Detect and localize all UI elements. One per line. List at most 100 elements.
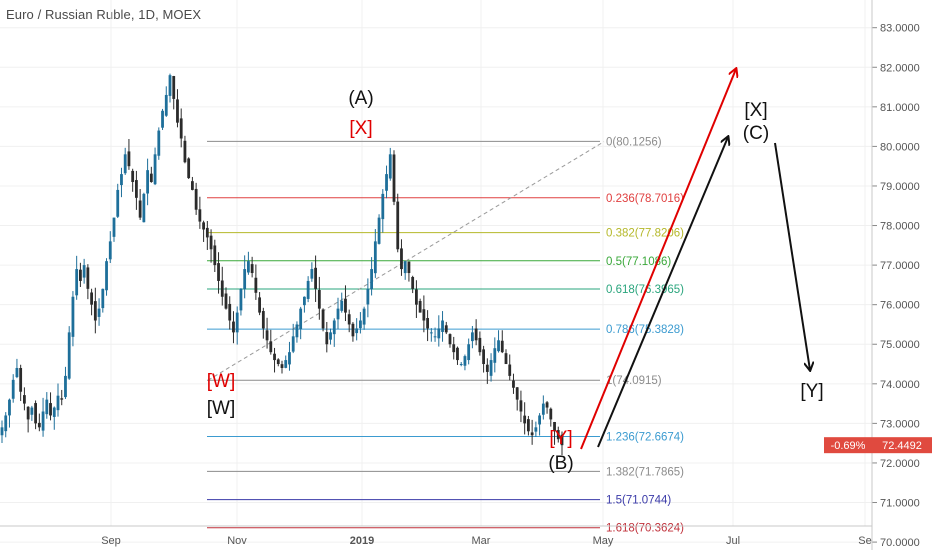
candle-body [452, 344, 456, 353]
candle-body [545, 402, 549, 408]
y-tick-label: 81.0000 [880, 102, 920, 114]
candle-body [340, 300, 344, 311]
candle-body [19, 367, 23, 392]
grid-lines [0, 0, 872, 543]
candle-body [90, 292, 93, 305]
candle-body [429, 332, 433, 334]
candle-body [299, 308, 303, 330]
candle-body [463, 356, 467, 366]
y-tick-label: 70.0000 [880, 537, 920, 549]
candle-body [415, 289, 418, 305]
candle-body [377, 217, 381, 244]
wave-label-X-black: [X] [744, 100, 767, 121]
candle-body [560, 434, 564, 446]
candle-body [512, 380, 515, 388]
candle-body [474, 328, 478, 341]
fib-trend-line[interactable] [207, 141, 605, 381]
candle-body [482, 349, 485, 365]
candle-body [321, 309, 325, 329]
black-down-arrow[interactable] [774, 142, 810, 370]
fib-label-0: 0(80.1256) [606, 136, 662, 148]
fibonacci-retracement[interactable]: 0(80.1256) 0.236(78.7016) 0.382(77.8206) 0.… [207, 136, 684, 535]
candle-body [508, 364, 512, 376]
candle-body [351, 323, 355, 337]
price-change-label: -0.69% [831, 440, 866, 452]
fib-label-1.236: 1.236(72.6674) [606, 432, 684, 444]
candle-body [67, 332, 71, 379]
candle-body [291, 336, 295, 352]
candle-body [161, 110, 164, 128]
candle-body [108, 241, 112, 260]
red-up-arrow[interactable] [580, 69, 736, 450]
candle-body [198, 209, 202, 222]
candle-body [127, 151, 131, 167]
candle-body [553, 422, 556, 432]
last-price-label: 72.4492 [882, 440, 922, 452]
candle-body [60, 398, 64, 400]
candle-body [202, 222, 205, 230]
fib-label-1: 1(74.0915) [606, 375, 662, 387]
candle-body [392, 154, 396, 202]
y-tick-label: 83.0000 [880, 23, 920, 35]
candle-body [232, 321, 235, 333]
candle-body [381, 193, 385, 220]
y-tick-label: 77.0000 [880, 260, 920, 272]
candle-body [549, 408, 553, 420]
candle-body [41, 411, 45, 431]
candle-body [273, 353, 276, 361]
candle-body [485, 364, 489, 372]
x-tick-label: May [593, 535, 614, 547]
wave-label-W-black: [W] [207, 398, 236, 419]
candle-body [187, 158, 191, 179]
y-tick-label: 73.0000 [880, 418, 920, 430]
wave-annotations[interactable]: (A)[X][W][W][Y](B)[X](C)[Y] [207, 69, 824, 474]
candle-body [45, 399, 49, 415]
candle-body [396, 201, 400, 250]
candle-body [71, 296, 75, 337]
wave-label-X-red: [X] [349, 118, 372, 139]
candle-body [149, 173, 153, 183]
candle-body [448, 334, 452, 345]
candle-body [515, 387, 519, 400]
candle-body [370, 269, 373, 290]
candle-body [205, 227, 209, 238]
candle-body [556, 430, 560, 440]
candle-body [478, 337, 482, 353]
candle-body [471, 332, 474, 342]
wave-label-C: (C) [743, 123, 769, 144]
fib-label-0.786: 0.786(75.3828) [606, 324, 684, 336]
candle-body [373, 241, 377, 274]
candle-body [284, 360, 288, 368]
x-tick-label: Se [858, 535, 871, 547]
candle-body [250, 264, 254, 274]
y-tick-label: 72.0000 [880, 458, 920, 470]
chart-title: Euro / Russian Ruble, 1D, MOEX [6, 7, 202, 22]
candle-body [310, 269, 314, 279]
wave-label-W-red: [W] [207, 371, 236, 392]
candle-body [433, 336, 437, 338]
fib-label-0.236: 0.236(78.7016) [606, 193, 684, 205]
candle-body [400, 248, 403, 270]
candle-body [153, 154, 157, 185]
candle-body [52, 407, 56, 417]
candle-body [344, 298, 347, 313]
price-change-badge [824, 437, 872, 454]
y-tick-label: 76.0000 [880, 300, 920, 312]
candle-body [411, 276, 415, 289]
candle-body [347, 314, 351, 325]
candle-body [168, 75, 172, 96]
candle-body [403, 261, 407, 274]
black-up-arrow[interactable] [597, 137, 728, 448]
candle-body [82, 265, 86, 278]
candle-body [120, 174, 123, 186]
candle-body [265, 330, 269, 341]
candle-body [355, 328, 359, 334]
candle-body [504, 353, 508, 365]
candle-body [489, 360, 493, 376]
candlestick-series [0, 73, 564, 456]
last-price-badge [872, 437, 932, 454]
candle-body [8, 399, 11, 416]
y-tick-label: 80.0000 [880, 141, 920, 153]
